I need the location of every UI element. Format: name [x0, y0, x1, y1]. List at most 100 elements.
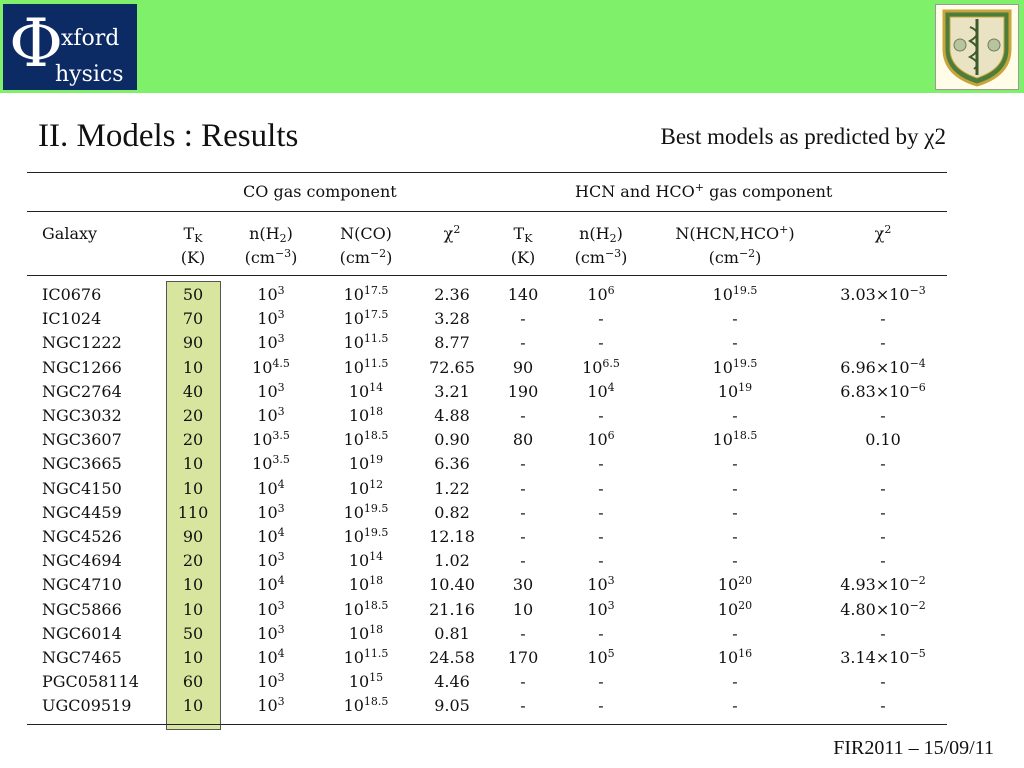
tk2-cell: 30	[512, 575, 534, 595]
galaxy-cell: NGC4694	[42, 551, 122, 571]
nh2b-cell: -	[598, 478, 604, 498]
galaxy-cell: NGC4459	[42, 502, 122, 522]
galaxy-cell: IC1024	[42, 309, 102, 329]
chi2-cell: 4.80×10−2	[840, 598, 926, 619]
tk2-cell: -	[520, 309, 526, 329]
table-row: NGC1266 10 104.5 1011.5 72.65 90 106.5 1019.5 6.…	[0, 356, 1024, 380]
chi-cell: 8.77	[434, 333, 470, 353]
nco-cell: 1011.5	[343, 647, 389, 667]
tk2-cell: -	[520, 478, 526, 498]
nh2b-cell: -	[598, 333, 604, 353]
chi2-cell: 3.14×10−5	[840, 647, 926, 667]
table-row: PGC058114 60 103 1015 4.46 - - - -	[0, 670, 1024, 694]
chi-cell: 0.81	[434, 623, 470, 643]
nh2b-cell: -	[598, 696, 604, 716]
galaxy-cell: NGC4710	[42, 575, 122, 595]
header-rule	[27, 275, 947, 276]
tk2-cell: -	[520, 527, 526, 546]
nh2-cell: 104	[257, 574, 285, 595]
galaxy-cell: NGC3607	[42, 430, 122, 450]
nh2-cell: 103	[257, 695, 285, 716]
table-row: NGC3032 20 103 1018 4.88 - - - -	[0, 404, 1024, 428]
nh2b-cell: -	[598, 502, 604, 522]
table-row: NGC4150 10 104 1012 1.22 - - - -	[0, 477, 1024, 501]
tk-cell: 90	[182, 333, 204, 353]
logo-phi-symbol: Φ	[9, 5, 64, 82]
tk2-cell: -	[520, 696, 526, 716]
chi2-cell: -	[880, 454, 886, 474]
galaxy-cell: NGC5866	[42, 599, 122, 619]
chi-cell: 0.82	[434, 502, 470, 522]
table-row: NGC1222 90 103 1011.5 8.77 - - - -	[0, 331, 1024, 355]
chi-cell: 72.65	[429, 357, 475, 377]
tk-cell: 10	[182, 357, 204, 377]
chi2-cell: -	[880, 502, 886, 522]
col-header-galaxy: Galaxy	[42, 224, 98, 243]
nco-cell: 1018	[348, 622, 384, 643]
nh2-cell: 103	[257, 671, 285, 692]
table-row: IC1024 70 103 1017.5 3.28 - - - -	[0, 307, 1024, 331]
nh2-cell: 104	[257, 526, 285, 546]
galaxy-cell: NGC3665	[42, 454, 122, 474]
nhcn-cell: -	[732, 527, 738, 546]
nh2b-cell: -	[598, 527, 604, 546]
chi2-cell: 4.93×10−2	[840, 574, 926, 595]
table-row: UGC09519 10 103 1018.5 9.05 - - - -	[0, 694, 1024, 718]
nh2-cell: 103	[257, 501, 285, 522]
nh2b-cell: 106	[587, 429, 615, 450]
crest-icon	[935, 4, 1019, 90]
chi2-cell: -	[880, 478, 886, 498]
table-row: NGC5866 10 103 1018.5 21.16 10 103 1020 4.80×10−…	[0, 598, 1024, 622]
tk-cell: 90	[182, 527, 204, 546]
nh2b-cell: 106	[587, 284, 615, 304]
chi-cell: 3.21	[434, 381, 470, 401]
nh2b-cell: -	[598, 623, 604, 643]
nhcn-cell: 1020	[717, 598, 753, 619]
group-rule	[27, 211, 947, 212]
chi-cell: 2.36	[434, 285, 470, 304]
tk-highlight-column	[166, 281, 221, 730]
chi-cell: 4.46	[434, 672, 470, 692]
tk-cell: 70	[182, 309, 204, 329]
nco-cell: 1012	[348, 477, 384, 498]
col-header-nh2b: n(H2) (cm−3)	[574, 224, 628, 267]
nhcn-cell: -	[732, 551, 738, 571]
galaxy-cell: NGC1222	[42, 333, 122, 353]
galaxy-cell: NGC6014	[42, 623, 122, 643]
nh2-cell: 103.5	[252, 453, 290, 474]
tk-cell: 10	[182, 599, 204, 619]
nhcn-cell: 1019	[717, 380, 753, 401]
nhcn-cell: 1019.5	[712, 284, 758, 304]
nh2-cell: 103	[257, 550, 285, 571]
nco-cell: 1014	[348, 380, 384, 401]
nhcn-cell: -	[732, 454, 738, 474]
tk2-cell: 190	[507, 381, 539, 401]
tk2-cell: -	[520, 551, 526, 571]
tk-cell: 20	[182, 430, 204, 450]
nhcn-cell: -	[732, 309, 738, 329]
nco-cell: 1011.5	[343, 332, 389, 353]
tk-cell: 40	[182, 381, 204, 401]
nco-cell: 1019.5	[343, 526, 389, 546]
tk2-cell: -	[520, 623, 526, 643]
tk-cell: 60	[182, 672, 204, 692]
chi-cell: 6.36	[434, 454, 470, 474]
col-header-chi: χ2	[443, 223, 461, 243]
table-bottom-rule	[27, 724, 947, 725]
tk-cell: 10	[182, 648, 204, 667]
nco-cell: 1015	[348, 671, 384, 692]
chi2-cell: -	[880, 309, 886, 329]
table-row: NGC4710 10 104 1018 10.40 30 103 1020 4.93×10−2	[0, 573, 1024, 597]
chi2-cell: -	[880, 696, 886, 716]
nhcn-cell: 1016	[717, 647, 753, 667]
nh2-cell: 103	[257, 284, 285, 304]
chi2-cell: 3.03×10−3	[840, 284, 926, 304]
chi-cell: 4.88	[434, 406, 470, 425]
slide-subtitle: Best models as predicted by χ2	[660, 124, 946, 149]
chi2-cell: -	[880, 527, 886, 546]
tk-cell: 50	[182, 285, 204, 304]
chi2-cell: -	[880, 406, 886, 425]
table-row: NGC7465 10 104 1011.5 24.58 170 105 1016 3.14×10…	[0, 646, 1024, 670]
header-bar: Φ xford hysics	[0, 0, 1024, 93]
galaxy-cell: IC0676	[42, 285, 102, 304]
